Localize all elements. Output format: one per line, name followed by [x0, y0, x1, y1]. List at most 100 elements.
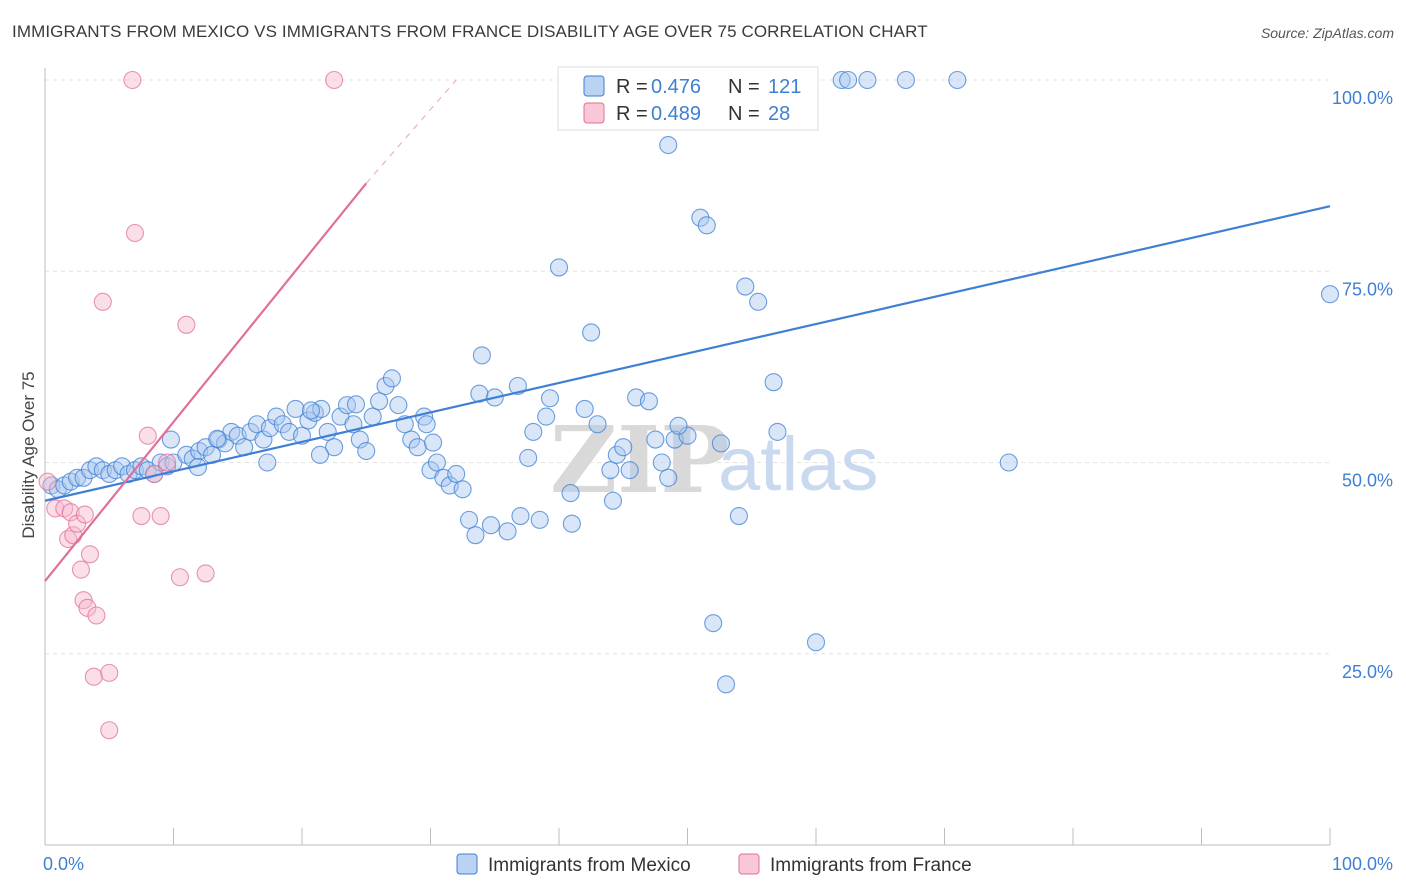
mexico-point — [424, 433, 443, 452]
legend: R = 0.476 N = 121 R = 0.489 N = 28 — [557, 66, 819, 131]
legend-n-value: 28 — [768, 103, 790, 125]
mexico-point — [408, 438, 427, 457]
series-france-points — [38, 70, 344, 740]
mexico-point — [768, 422, 787, 441]
france-point — [123, 70, 142, 90]
mexico-point — [562, 514, 581, 533]
france-point — [196, 564, 215, 583]
mexico-point — [549, 258, 569, 277]
y-tick-label: 25.0% — [1342, 662, 1393, 682]
mexico-point — [607, 445, 626, 464]
mexico-point — [832, 70, 851, 90]
france-point — [138, 426, 157, 445]
france-point — [68, 514, 87, 533]
france-point — [75, 505, 94, 524]
y-tick-label: 100.0% — [1332, 88, 1393, 108]
france-point — [170, 568, 189, 587]
legend-n-label: N = — [728, 103, 760, 125]
mexico-point — [208, 429, 227, 448]
mexico-point — [896, 70, 916, 90]
chart-title: IMMIGRANTS FROM MEXICO VS IMMIGRANTS FRO… — [12, 22, 928, 41]
legend-swatch-france — [583, 102, 605, 124]
grid — [45, 79, 1330, 655]
mexico-point — [325, 438, 344, 457]
france-point — [100, 663, 119, 682]
mexico-point — [427, 453, 446, 472]
mexico-point — [716, 675, 736, 694]
mexico-point — [530, 510, 549, 529]
france-trendline — [44, 182, 368, 582]
legend-r-label: R = — [616, 76, 648, 98]
mexico-point — [948, 70, 967, 90]
mexico-point — [614, 438, 633, 457]
mexico-point — [749, 292, 768, 311]
mexico-point — [447, 464, 466, 484]
mexico-point — [402, 430, 421, 449]
mexico-point — [575, 399, 594, 419]
legend-n-label: N = — [728, 76, 760, 98]
mexico-point — [601, 461, 620, 480]
mexico-point — [540, 389, 560, 408]
france-point — [80, 545, 100, 564]
france-point — [87, 606, 106, 625]
bottom-legend: Immigrants from Mexico Immigrants from Fr… — [456, 853, 972, 876]
y-tick-label: 75.0% — [1342, 279, 1393, 299]
mexico-point — [639, 392, 659, 411]
france-trendline-extension — [365, 79, 457, 184]
mexico-point — [417, 415, 436, 434]
axes — [44, 68, 1331, 846]
mexico-point — [258, 453, 277, 472]
mexico-point — [603, 491, 623, 510]
mexico-point — [839, 70, 858, 90]
mexico-point — [346, 395, 366, 414]
mexico-point — [697, 216, 716, 235]
x-tick-label-left: 0.0% — [43, 854, 84, 874]
france-point — [100, 721, 119, 740]
mexico-point — [286, 399, 305, 419]
mexico-point — [273, 415, 292, 434]
watermark-zip: ZIP — [550, 406, 729, 514]
bottom-legend-label-mexico: Immigrants from Mexico — [488, 855, 691, 876]
france-point — [71, 560, 91, 579]
mexico-point — [588, 415, 607, 434]
mexico-point — [537, 407, 556, 426]
france-point — [177, 315, 196, 334]
mexico-point — [764, 373, 783, 392]
mexico-point — [301, 401, 321, 420]
mexico-point — [659, 135, 678, 155]
mexico-point — [363, 407, 382, 426]
legend-swatch-mexico — [583, 75, 605, 97]
series-mexico-points — [42, 70, 1340, 694]
mexico-point — [736, 277, 755, 296]
mexico-point — [729, 506, 748, 526]
france-point — [158, 453, 177, 472]
mexico-point — [350, 430, 369, 449]
mexico-point — [659, 468, 678, 487]
mexico-point — [376, 376, 395, 396]
mexico-point — [357, 441, 376, 461]
mexico-point — [310, 445, 330, 464]
y-tick-label: 50.0% — [1342, 471, 1393, 491]
mexico-point — [370, 392, 389, 411]
bottom-legend-label-france: Immigrants from France — [770, 855, 972, 876]
mexico-point — [669, 416, 688, 435]
mexico-point — [511, 506, 530, 526]
mexico-point — [620, 461, 639, 480]
mexico-point — [472, 346, 491, 365]
mexico-point — [711, 434, 730, 453]
mexico-point — [1320, 285, 1340, 304]
legend-r-value: 0.476 — [651, 76, 701, 98]
mexico-point — [382, 369, 402, 388]
mexico-point — [453, 480, 472, 499]
france-point — [125, 223, 144, 243]
france-point — [61, 503, 80, 522]
legend-r-label: R = — [616, 103, 648, 125]
mexico-point — [498, 522, 517, 541]
mexico-point — [999, 453, 1018, 472]
bottom-legend-swatch-mexico — [456, 853, 478, 875]
mexico-point — [161, 430, 180, 449]
mexico-point — [267, 407, 286, 426]
mexico-point — [858, 70, 877, 90]
mexico-point — [389, 396, 408, 415]
watermark-atlas: atlas — [718, 422, 879, 507]
